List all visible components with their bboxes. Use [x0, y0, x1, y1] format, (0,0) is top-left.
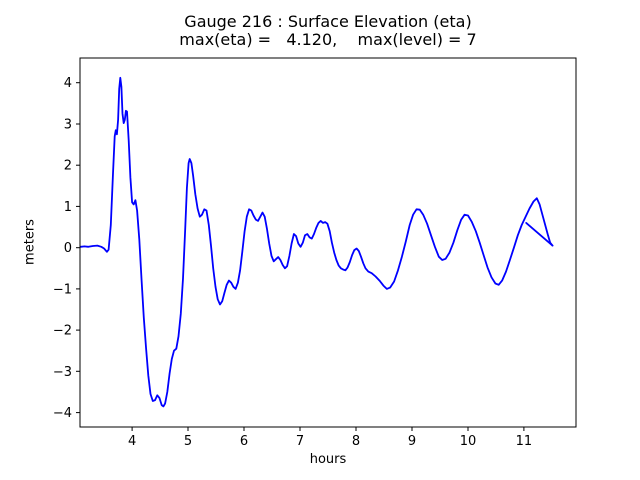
y-tick-label: −4 — [53, 406, 72, 421]
y-tick-label: 3 — [64, 118, 72, 133]
y-tick-label: 2 — [64, 159, 72, 174]
x-tick-label: 7 — [296, 434, 304, 449]
series-lines — [79, 76, 554, 408]
x-tick-label: 5 — [184, 434, 192, 449]
x-tick-label: 6 — [240, 434, 248, 449]
y-tick-label: 0 — [64, 241, 72, 256]
x-tick-label: 10 — [460, 434, 477, 449]
eta-overlap-segment-line — [525, 222, 554, 247]
y-tick-label: 1 — [64, 200, 72, 215]
x-ticks: 4 5 6 7 8 9 10 11 — [128, 427, 532, 449]
y-tick-label: 4 — [64, 76, 72, 91]
y-tick-label: −1 — [53, 282, 72, 297]
y-axis-label: meters — [22, 219, 38, 265]
axes-frame — [79, 57, 577, 428]
x-axis-label: hours — [309, 452, 347, 467]
chart-title: Gauge 216 : Surface Elevation (eta) — [184, 12, 472, 31]
x-tick-label: 8 — [352, 434, 360, 449]
chart-subtitle: max(eta) = 4.120, max(level) = 7 — [179, 30, 477, 49]
x-tick-label: 4 — [128, 434, 136, 449]
eta-line — [79, 76, 554, 408]
y-tick-label: −3 — [53, 365, 72, 380]
x-tick-label: 11 — [516, 434, 533, 449]
y-ticks: −4 −3 −2 −1 0 1 2 3 4 — [53, 76, 80, 421]
y-tick-label: −2 — [53, 324, 72, 339]
x-tick-label: 9 — [408, 434, 416, 449]
